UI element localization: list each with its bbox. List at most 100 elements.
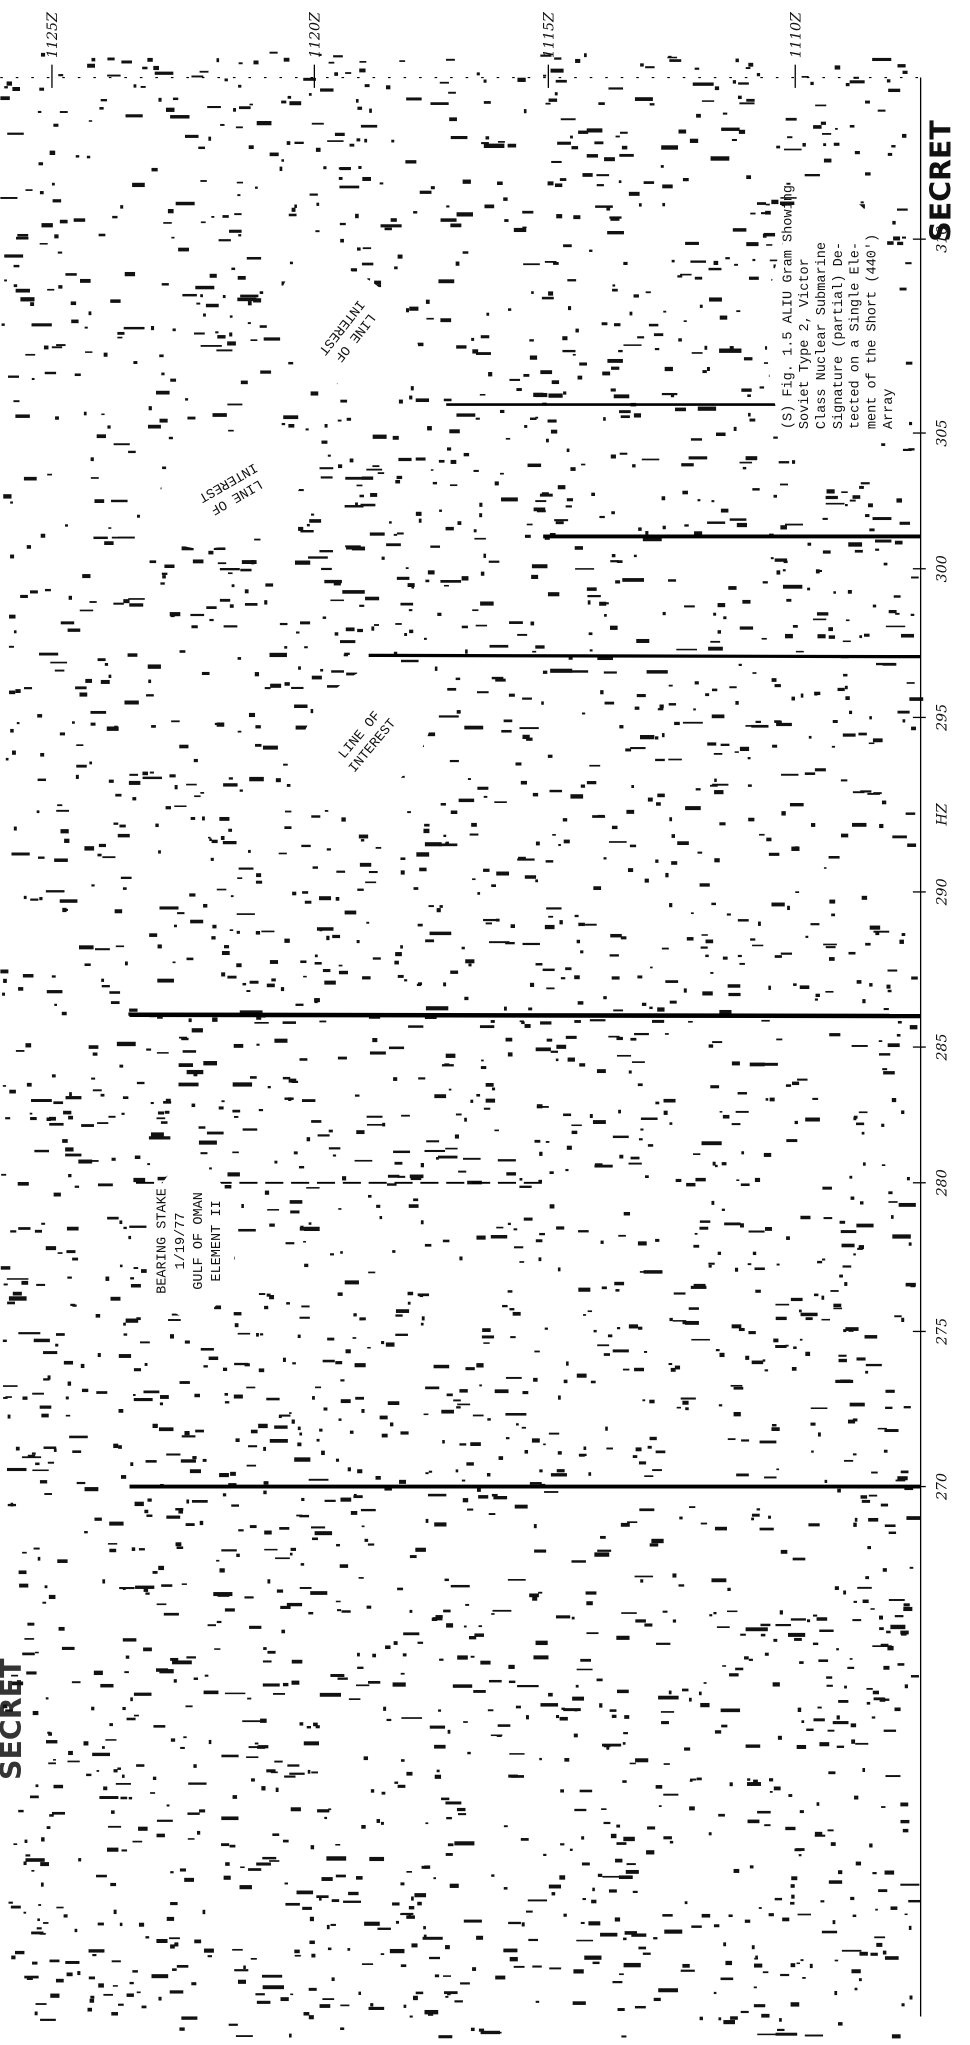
noise-speck (530, 983, 534, 987)
noise-speck (176, 202, 195, 205)
noise-speck (572, 670, 588, 672)
noise-speck (325, 424, 328, 428)
noise-speck (677, 841, 689, 845)
noise-speck (171, 720, 180, 722)
noise-speck (735, 1268, 738, 1272)
noise-speck (325, 810, 328, 812)
noise-speck (394, 266, 397, 269)
noise-speck (395, 1314, 402, 1316)
noise-speck (247, 257, 261, 260)
noise-speck (179, 1063, 193, 1067)
noise-speck (563, 818, 567, 821)
noise-speck (263, 1447, 266, 1451)
noise-speck (712, 689, 717, 692)
noise-speck (171, 237, 174, 239)
noise-speck (628, 868, 633, 872)
noise-speck (45, 589, 51, 591)
noise-speck (664, 1099, 676, 1103)
noise-speck (514, 1228, 518, 1230)
noise-speck (818, 1659, 828, 1662)
noise-speck (224, 945, 229, 948)
noise-speck (321, 568, 332, 570)
noise-speck (393, 1151, 410, 1153)
noise-speck (520, 1178, 523, 1181)
noise-speck (415, 1548, 426, 1552)
noise-speck (620, 132, 628, 134)
noise-speck (708, 647, 723, 651)
noise-speck (291, 1807, 301, 1811)
noise-speck (219, 1106, 224, 1109)
noise-speck (359, 1317, 365, 1320)
noise-speck (550, 669, 572, 673)
noise-speck (331, 1924, 336, 1926)
noise-speck (239, 868, 254, 870)
noise-speck (805, 174, 820, 176)
noise-speck (320, 2004, 331, 2008)
noise-speck (480, 601, 494, 605)
noise-speck (861, 201, 864, 203)
noise-speck (20, 595, 28, 598)
noise-speck (368, 1272, 375, 1274)
noise-speck (539, 1758, 542, 1760)
noise-speck (590, 1114, 593, 1118)
noise-speck (771, 1427, 779, 1431)
noise-speck (879, 1040, 882, 1042)
noise-speck (795, 846, 798, 848)
noise-speck (546, 439, 549, 443)
noise-speck (897, 1034, 901, 1037)
noise-speck (504, 1825, 508, 1827)
noise-speck (845, 1327, 858, 1331)
noise-speck (256, 873, 261, 877)
noise-speck (328, 455, 331, 457)
noise-speck (175, 1508, 183, 1510)
noise-speck (380, 1216, 383, 1219)
noise-speck (98, 1923, 104, 1926)
noise-speck (4, 1283, 8, 1285)
noise-speck (132, 1841, 142, 1843)
noise-speck (52, 975, 56, 977)
noise-speck (147, 1498, 151, 1501)
noise-speck (843, 641, 851, 643)
noise-speck (516, 388, 521, 391)
noise-speck (855, 151, 860, 154)
noise-speck (477, 72, 480, 75)
noise-speck (755, 1267, 765, 1270)
noise-speck (321, 441, 327, 444)
noise-speck (248, 1868, 261, 1871)
noise-speck (312, 676, 322, 680)
noise-speck (418, 1293, 429, 1296)
noise-speck (684, 524, 688, 526)
noise-speck (639, 1508, 654, 1511)
noise-speck (102, 856, 115, 858)
noise-speck (752, 259, 755, 261)
noise-speck (617, 2008, 624, 2011)
noise-speck (249, 777, 264, 781)
noise-speck (839, 1275, 843, 1278)
noise-speck (574, 1709, 577, 1711)
noise-speck (455, 1134, 459, 1138)
noise-speck (142, 2006, 147, 2009)
noise-speck (911, 614, 915, 616)
noise-speck (96, 1875, 107, 1878)
noise-speck (340, 1251, 343, 1254)
noise-speck (605, 702, 615, 705)
noise-speck (572, 1697, 584, 1701)
noise-speck (748, 1331, 755, 1334)
noise-speck (610, 934, 622, 937)
noise-speck (464, 1920, 482, 1923)
noise-speck (746, 1627, 768, 1631)
noise-speck (27, 1623, 34, 1626)
noise-speck (602, 372, 610, 376)
noise-speck (72, 1681, 81, 1683)
noise-speck (574, 975, 580, 979)
noise-speck (514, 228, 526, 232)
noise-speck (382, 1434, 388, 1438)
noise-speck (105, 1277, 109, 1281)
noise-speck (812, 1098, 818, 1100)
noise-speck (760, 1441, 777, 1444)
noise-speck (30, 590, 38, 593)
noise-speck (802, 143, 805, 147)
noise-speck (911, 727, 916, 731)
noise-speck (409, 1204, 419, 1208)
noise-speck (224, 1876, 231, 1880)
